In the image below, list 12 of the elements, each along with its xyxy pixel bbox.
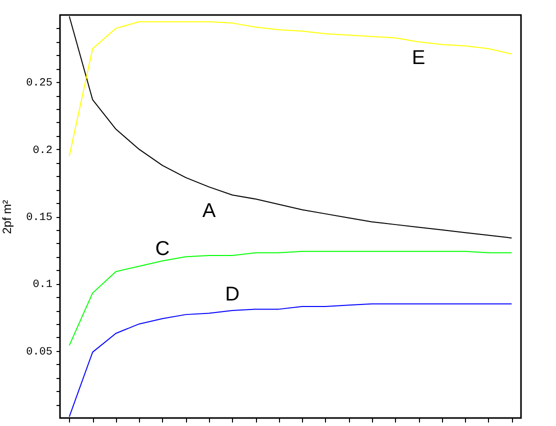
series-label: C [155, 238, 170, 260]
y-tick-label: 0.25 [26, 78, 52, 90]
series-label: E [412, 46, 426, 69]
y-tick-label: 0.05 [26, 346, 52, 358]
series-label: A [202, 200, 216, 222]
series-label: D [225, 284, 240, 306]
line-series [68, 21, 512, 157]
y-tick-label: 0.15 [26, 212, 52, 224]
y-tick-label: 0.2 [32, 144, 52, 157]
y-tick-label: 0.1 [32, 279, 53, 292]
y-axis-title: 2pf m² [0, 200, 14, 234]
line-series [68, 303, 512, 418]
